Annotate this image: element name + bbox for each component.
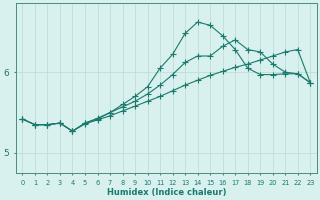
X-axis label: Humidex (Indice chaleur): Humidex (Indice chaleur) — [107, 188, 226, 197]
